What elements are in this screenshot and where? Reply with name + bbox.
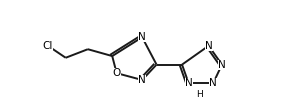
Text: Cl: Cl bbox=[43, 41, 53, 51]
Text: N: N bbox=[138, 75, 146, 85]
Text: N: N bbox=[218, 60, 226, 70]
Text: H: H bbox=[196, 90, 203, 99]
Text: N: N bbox=[185, 78, 192, 88]
Text: N: N bbox=[209, 78, 217, 88]
Text: O: O bbox=[112, 68, 121, 78]
Text: N: N bbox=[205, 41, 212, 51]
Text: N: N bbox=[138, 32, 146, 42]
